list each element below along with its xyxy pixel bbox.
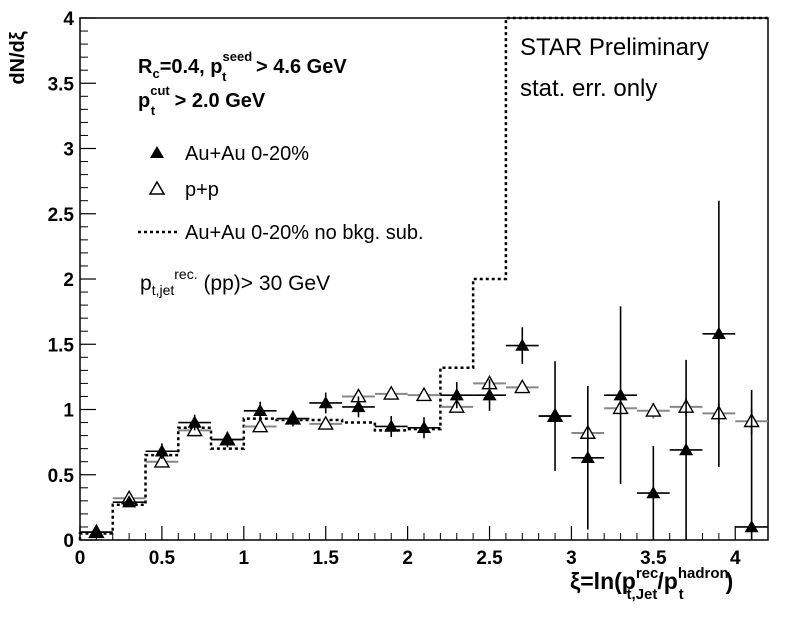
y-tick-label: 0.5 [48,466,75,487]
x-tick-label: 0 [75,548,86,569]
x-tick-label: 2 [402,548,413,569]
auau-point [122,495,137,508]
auau-point [285,411,300,424]
rc-annotation: Rc=0.4, pseed t > 4.6 GeV [138,49,347,84]
auau-point [154,444,169,457]
auau-point [711,326,726,340]
legend-pp-label: p+p [185,179,219,201]
y-tick-label: 3 [63,140,74,161]
legend-pp-marker [148,180,166,195]
pp-point [251,418,269,433]
y-tick-label: 1.5 [48,335,75,356]
auau-point [253,403,268,417]
y-tick-label: 2 [63,270,74,291]
pp-point [415,386,433,402]
auau-point [548,409,563,422]
stat-err-label: stat. err. only [520,75,657,102]
auau-point [318,395,333,409]
auau-point [187,415,202,428]
x-axis-label: ξ=ln(prec. t,Jet/phadron t) [570,565,733,603]
auau-point [89,525,104,538]
auau-point [580,450,595,464]
auau-point [384,419,399,432]
y-tick-label: 1 [63,401,74,422]
pp-point [383,385,400,400]
auau-point [613,388,628,401]
x-tick-label: 1 [239,548,250,569]
auau-point [744,519,759,533]
legend: Au+Au 0-20% p+p Au+Au 0-20% no bkg. sub. [138,143,424,244]
pp-point [645,402,662,417]
legend-auau-label: Au+Au 0-20% [185,143,309,165]
x-tick-label: 2.5 [476,548,503,569]
auau-point [449,388,464,401]
auau-point [351,399,366,413]
pp-point [514,378,531,394]
x-tick-label: 4 [730,548,741,569]
y-tick-label: 2.5 [48,205,75,226]
legend-nobkg-label: Au+Au 0-20% no bkg. sub. [185,222,424,244]
auau-point [679,442,694,456]
auau-point [417,420,431,434]
no-bkg-sub-histogram [78,16,768,540]
pp-point [153,453,171,468]
star-preliminary-label: STAR Preliminary [520,34,709,61]
x-axis-ticks: 0 0.5 1 1.5 2 2.5 3 3.5 4 [75,526,769,569]
y-tick-label: 3.5 [48,74,75,95]
x-tick-label: 1.5 [313,548,340,569]
pt-jet-annotation: pt,jetrec. (pp)> 30 GeV [140,266,330,298]
x-tick-label: 3.5 [640,548,667,569]
y-axis-ticks: 0 0.5 1 1.5 2 2.5 3 3.5 4 [48,9,96,552]
legend-auau-marker [150,146,164,158]
y-tick-label: 0 [63,531,74,552]
x-tick-label: 0.5 [149,548,176,569]
pt-cut-annotation: pcut t > 2.0 GeV [138,83,266,118]
auau-point [482,388,497,401]
y-axis-label: dN/dξ [7,31,29,84]
x-tick-label: 3 [566,548,577,569]
auau-point [646,486,661,499]
histogram-line [78,16,768,540]
auau-point [515,338,530,351]
auau-point [220,432,235,445]
pp-point [317,415,334,430]
y-tick-label: 4 [63,9,74,30]
auau-series [80,200,768,540]
